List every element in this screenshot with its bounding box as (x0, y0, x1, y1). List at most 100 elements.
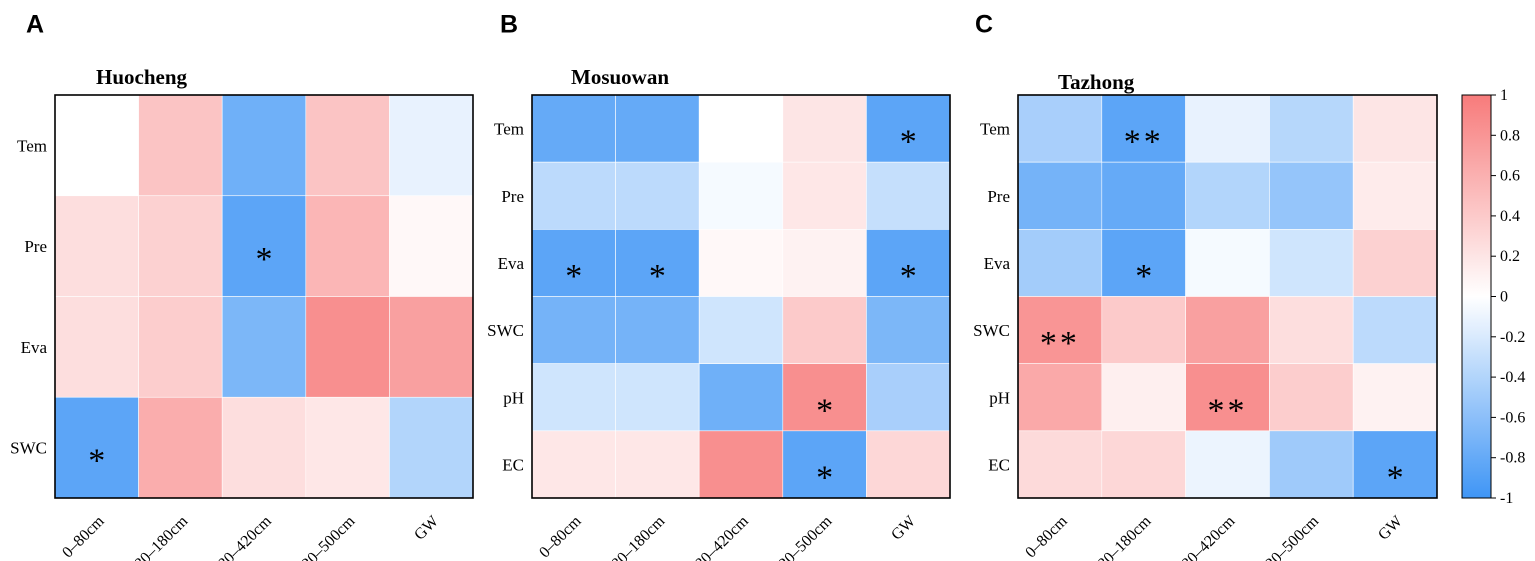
heatmap-cell (54, 94, 139, 197)
heatmap-cell (1017, 94, 1103, 163)
heatmap-cell (866, 296, 951, 364)
significance-mark: * (900, 124, 917, 161)
heatmap-cell (54, 396, 139, 499)
colorbar-tick-label: -1 (1500, 490, 1513, 507)
heatmap-cell (221, 396, 307, 499)
heatmap-cell (1185, 94, 1270, 163)
column-label: GW (888, 512, 920, 544)
heatmap-cell (1101, 363, 1186, 432)
panel-title: Mosuowan (571, 65, 669, 89)
colorbar-tick-label: 0.4 (1500, 208, 1520, 225)
heatmap-cell (698, 161, 784, 230)
column-label: 420–500cm (1257, 512, 1323, 561)
heatmap-cell (1269, 363, 1354, 432)
heatmap-cell (1017, 296, 1103, 364)
heatmap-cell (698, 296, 784, 364)
heatmap-panel-a: A Huocheng * * Tem Pre Eva SWC 0–80cm 80–180cm 180… (10, 11, 474, 561)
heatmap-cell (1185, 161, 1270, 230)
column-label: 80–180cm (1095, 512, 1155, 561)
colorbar-tick-label: 1 (1500, 87, 1508, 104)
significance-mark: * (1387, 459, 1404, 496)
heatmap-cell (1017, 229, 1103, 297)
significance-mark: * (900, 258, 917, 295)
heatmap-cell (698, 229, 784, 297)
heatmap-cell (1352, 94, 1438, 163)
column-label: GW (1375, 512, 1407, 544)
heatmap-cell (138, 396, 223, 499)
heatmap-cell (1185, 229, 1270, 297)
panel-title: Huocheng (96, 65, 188, 89)
heatmap-cell (1101, 161, 1186, 230)
heatmap-cell (866, 229, 951, 297)
heatmap-cell (1269, 430, 1354, 499)
row-label: Pre (987, 187, 1010, 206)
heatmap-cell (389, 396, 474, 499)
colorbar: 1 0.8 0.6 0.4 0.2 0 -0.2 -0.4 -0.6 -0.8 -1 (1461, 87, 1525, 507)
column-label: 80–180cm (608, 512, 668, 561)
column-label: 180–420cm (686, 512, 752, 561)
heatmap-cell (1352, 229, 1438, 297)
colorbar-tick-label: 0.8 (1500, 127, 1520, 144)
heatmap-cell (782, 430, 867, 499)
column-label: 0–80cm (536, 512, 585, 561)
heatmap-cell (1352, 161, 1438, 230)
heatmap-cell (866, 363, 951, 432)
colorbar-gradient (1461, 94, 1492, 499)
heatmap-cell (221, 195, 307, 297)
column-label: 420–500cm (293, 512, 359, 561)
heatmap-cell (1101, 430, 1186, 499)
heatmap-frame (1017, 94, 1438, 499)
heatmap-cell (866, 161, 951, 230)
heatmap-cell (615, 296, 700, 364)
heatmap-cell (1269, 229, 1354, 297)
column-label: GW (411, 512, 443, 544)
heatmap-cell (138, 195, 223, 297)
heatmap-cell (531, 363, 616, 432)
heatmap-cell (54, 296, 139, 398)
colorbar-tick-label: -0.8 (1500, 450, 1525, 467)
heatmap-cell (531, 161, 616, 230)
heatmap-cell (1185, 430, 1270, 499)
heatmap-cell (782, 94, 867, 163)
significance-mark: * (1135, 258, 1152, 295)
heatmap-cell (1101, 94, 1186, 163)
panel-title: Tazhong (1058, 70, 1135, 94)
heatmap-cell (54, 195, 139, 297)
heatmap-cell (305, 195, 390, 297)
heatmap-cell (782, 363, 867, 432)
heatmap-cell (1352, 296, 1438, 364)
heatmap-cell (531, 430, 616, 499)
row-label: EC (988, 455, 1010, 474)
heatmap-cell (1185, 363, 1270, 432)
heatmap-cell (698, 430, 784, 499)
heatmap-cell (1017, 363, 1103, 432)
row-label: Eva (984, 254, 1011, 273)
significance-mark: ** (1124, 124, 1164, 161)
colorbar-tick-label: 0 (1500, 289, 1508, 306)
heatmap-cell (615, 363, 700, 432)
significance-mark: * (816, 392, 833, 429)
colorbar-tick-label: 0.6 (1500, 168, 1520, 185)
panel-letter: C (975, 11, 993, 39)
heatmap-cell (1101, 229, 1186, 297)
column-label: 180–420cm (1173, 512, 1239, 561)
heatmap-panel-b: B Mosuowan * * * * * * Tem Pre Eva SWC pH EC 0–80cm 80–… (487, 11, 951, 561)
significance-mark: * (816, 459, 833, 496)
heatmap-cell (389, 94, 474, 197)
column-label: 80–180cm (131, 512, 191, 561)
colorbar-tick-label: 0.2 (1500, 248, 1520, 265)
significance-mark: * (256, 241, 273, 278)
heatmap-cell (221, 94, 307, 197)
significance-mark: * (565, 258, 582, 295)
column-label: 0–80cm (59, 512, 108, 561)
colorbar-tick-label: -0.4 (1500, 369, 1525, 386)
heatmap-cell (389, 296, 474, 398)
heatmap-cell (782, 229, 867, 297)
row-label: pH (503, 388, 524, 407)
heatmap-cell (615, 430, 700, 499)
heatmap-cell (531, 296, 616, 364)
heatmap-cell (698, 363, 784, 432)
panel-letter: B (500, 11, 518, 39)
heatmap-frame (54, 94, 474, 499)
